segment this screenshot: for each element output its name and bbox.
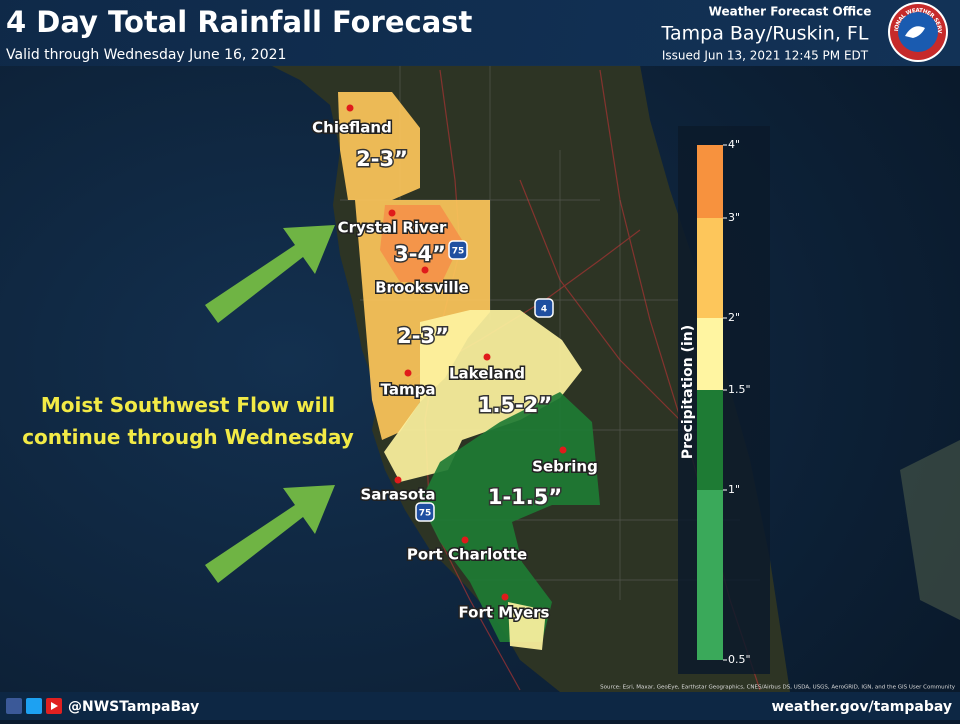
- annotation-line: continue through Wednesday: [22, 425, 354, 449]
- header-bar: [0, 0, 960, 66]
- legend-swatch: [697, 390, 723, 490]
- source: Source: Esri, Maxar, GeoEye, Earthstar G…: [600, 685, 956, 691]
- city-label: Crystal River: [338, 219, 447, 237]
- highway-label: 75: [452, 247, 465, 257]
- subtitle: Valid through Wednesday June 16, 2021: [6, 47, 286, 63]
- highway-shield: [415, 502, 435, 522]
- legend-tick-label: 2": [728, 311, 740, 324]
- highway-shield: [448, 240, 468, 260]
- legend-swatch: [697, 218, 723, 318]
- annotation-line: Moist Southwest Flow will: [41, 393, 335, 417]
- rain-zone: [420, 392, 600, 642]
- city-dot: [421, 266, 429, 274]
- city-label: Tampa: [381, 381, 436, 399]
- legend-swatch: [697, 490, 723, 660]
- zone-label: 1-1.5”: [488, 485, 562, 509]
- rain-zone: [338, 92, 420, 200]
- legend-panel: [678, 126, 770, 674]
- city-label: Port Charlotte: [407, 546, 527, 564]
- footer-url: weather.gov/tampabay: [772, 699, 953, 715]
- city-dot: [559, 446, 567, 454]
- city-dot: [501, 593, 509, 601]
- legend-tick-label: 3": [728, 211, 740, 224]
- title: 4 Day Total Rainfall Forecast: [6, 5, 473, 39]
- city-label: Sebring: [532, 458, 598, 476]
- city-label: Brooksville: [375, 279, 469, 297]
- city-dot: [461, 536, 469, 544]
- rain-zone: [508, 602, 546, 650]
- highway-shield: [534, 298, 554, 318]
- rain-zones: [338, 92, 600, 650]
- office-label: Weather Forecast Office: [709, 5, 872, 19]
- highway-label: 4: [541, 305, 547, 315]
- footer-handle: @NWSTampaBay: [68, 699, 199, 715]
- office: Tampa Bay/Ruskin, FL: [661, 23, 869, 45]
- highway-label: 75: [419, 509, 432, 519]
- city-label: Sarasota: [361, 486, 436, 504]
- city-dot: [483, 353, 491, 361]
- legend-tick-label: 4": [728, 138, 740, 151]
- issued: Issued Jun 13, 2021 12:45 PM EDT: [662, 49, 869, 63]
- city-dot: [394, 476, 402, 484]
- city-label: Chiefland: [312, 119, 392, 137]
- zone-label: 1.5-2”: [478, 393, 552, 417]
- legend: 4" 3" 2" 1.5" 1" 0.5": [697, 138, 751, 666]
- city-dot: [346, 104, 354, 112]
- legend-title: Precipitation (in): [680, 325, 696, 459]
- city-dot: [388, 209, 396, 217]
- legend-tick-label: 1.5": [728, 383, 751, 396]
- rain-zone: [380, 205, 462, 282]
- footer-bar: [0, 692, 960, 720]
- city-label: Lakeland: [449, 365, 525, 383]
- zone-label: 2-3”: [356, 147, 408, 171]
- annotation: Moist Southwest Flow will continue throug…: [22, 393, 354, 449]
- rain-zone: [384, 310, 582, 482]
- flow-arrow: [205, 225, 335, 323]
- city-label: Fort Myers: [459, 604, 550, 622]
- legend-swatch: [697, 318, 723, 390]
- zone-label: 2-3”: [397, 324, 449, 348]
- legend-swatch: [697, 145, 723, 218]
- legend-tick-label: 1": [728, 483, 740, 496]
- flow-arrow: [205, 485, 335, 583]
- city-dot: [404, 369, 412, 377]
- social-icons: [6, 698, 62, 714]
- zone-label: 3-4”: [394, 242, 446, 266]
- labels: 2-3” 3-4” 2-3” 1.5-2” 1-1.5” 75 75 4 Chiefland Cr…: [311, 104, 599, 623]
- legend-tick-label: 0.5": [728, 653, 751, 666]
- land-bahamas: [900, 440, 960, 620]
